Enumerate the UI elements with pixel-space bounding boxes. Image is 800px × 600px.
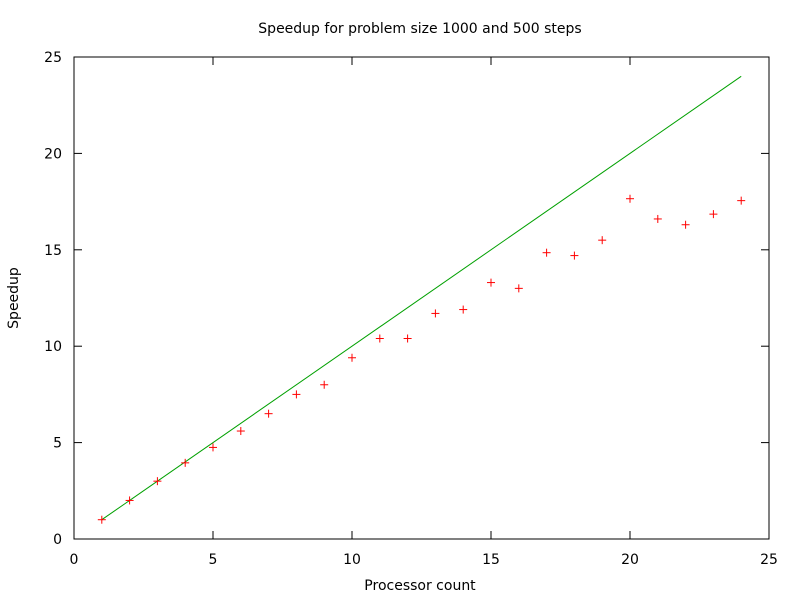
x-tick-label: 0 xyxy=(70,552,79,568)
y-tick-label: 10 xyxy=(44,339,62,355)
speedup-point xyxy=(626,194,634,203)
speedup-point xyxy=(181,458,190,467)
speedup-point xyxy=(570,251,579,260)
speedup-point xyxy=(320,380,329,389)
y-axis-label: Speedup xyxy=(6,267,22,329)
speedup-point xyxy=(209,443,217,452)
axis-ticks xyxy=(73,56,770,540)
y-tick-label: 5 xyxy=(53,436,62,452)
ideal-speedup-line xyxy=(101,75,742,521)
speedup-point xyxy=(292,390,301,399)
speedup-point xyxy=(348,353,356,362)
speedup-point xyxy=(403,334,412,343)
x-tick-label: 20 xyxy=(621,552,639,568)
series-layer xyxy=(97,75,746,524)
y-tick-label: 20 xyxy=(44,146,62,162)
x-tick-label: 10 xyxy=(343,552,361,568)
speedup-point xyxy=(375,334,384,343)
x-axis-label: Processor count xyxy=(364,578,476,594)
axis-tick-labels: 0 5 10 15 20 25 0 5 10 15 20 25 xyxy=(44,50,778,568)
plot-area xyxy=(73,56,770,540)
speedup-point xyxy=(681,220,690,229)
y-tick-label: 0 xyxy=(53,532,62,548)
speedup-point xyxy=(737,196,746,205)
x-tick-label: 25 xyxy=(760,552,778,568)
speedup-point xyxy=(542,248,551,257)
speedup-point xyxy=(431,309,440,318)
speedup-point xyxy=(264,409,273,418)
speedup-point xyxy=(125,496,134,505)
speedup-point xyxy=(514,284,523,293)
y-tick-label: 15 xyxy=(44,243,62,259)
speedup-point xyxy=(236,427,245,436)
speedup-point xyxy=(487,278,495,287)
speedup-point xyxy=(653,214,662,223)
speedup-point xyxy=(598,236,607,245)
x-tick-label: 15 xyxy=(482,552,500,568)
speedup-point xyxy=(97,515,106,524)
y-tick-label: 25 xyxy=(44,50,62,66)
chart-title: Speedup for problem size 1000 and 500 st… xyxy=(258,21,581,37)
x-tick-label: 5 xyxy=(209,552,218,568)
speedup-point xyxy=(709,210,718,219)
speedup-point xyxy=(153,477,162,486)
plot-border xyxy=(73,56,770,540)
speedup-point xyxy=(459,305,468,314)
